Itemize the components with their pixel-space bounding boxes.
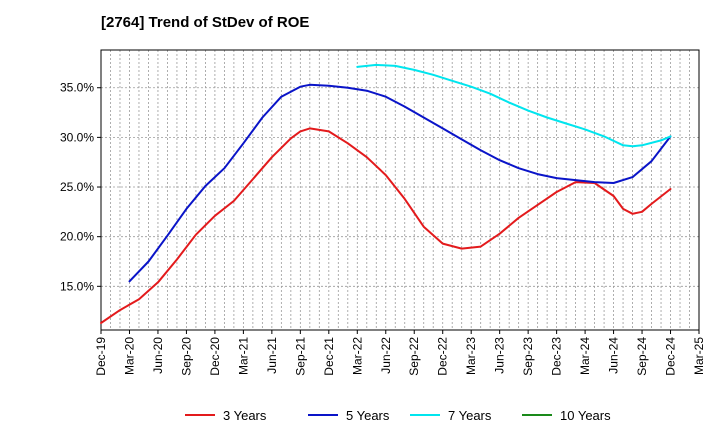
series-line-5-years: [128, 83, 672, 283]
legend-label-7-years: 7 Years: [448, 408, 492, 423]
x-tick-label: Mar-25: [692, 337, 706, 375]
x-tick-label: Jun-23: [493, 337, 507, 374]
y-tick-label: 15.0%: [60, 279, 94, 293]
chart-title: [2764] Trend of StDev of ROE: [101, 14, 310, 31]
x-tick-label: Jun-21: [265, 337, 279, 374]
x-tick-label: Mar-23: [464, 337, 478, 375]
x-tick-label: Sep-24: [635, 337, 649, 376]
y-tick-label: 25.0%: [60, 180, 94, 194]
x-tick-label: Mar-22: [350, 337, 364, 375]
x-tick-label: Dec-21: [322, 337, 336, 376]
x-tick-label: Jun-24: [607, 337, 621, 374]
series-line-3-years: [100, 127, 672, 324]
x-tick-label: Dec-19: [94, 337, 108, 376]
y-axis: 15.0% 20.0% 25.0% 30.0% 35.0%: [60, 81, 101, 293]
x-tick-label: Sep-23: [521, 337, 535, 376]
x-tick-label: Jun-20: [151, 337, 165, 374]
y-tick-label: 20.0%: [60, 230, 94, 244]
x-tick-label: Jun-22: [379, 337, 393, 374]
y-tick-label: 35.0%: [60, 81, 94, 95]
x-tick-label: Sep-20: [179, 337, 193, 376]
x-tick-label: Sep-21: [293, 337, 307, 376]
x-tick-label: Mar-21: [236, 337, 250, 375]
y-tick-label: 30.0%: [60, 130, 94, 144]
legend-label-5-years: 5 Years: [346, 408, 390, 423]
x-tick-label: Dec-23: [550, 337, 564, 376]
plot-area: [100, 49, 700, 331]
x-tick-label: Mar-24: [578, 337, 592, 375]
x-tick-label: Sep-22: [407, 337, 421, 376]
legend: 3 Years 5 Years 7 Years 10 Years: [185, 408, 611, 423]
x-tick-label: Mar-20: [122, 337, 136, 375]
x-axis: Dec-19 Mar-20 Jun-20 Sep-20 Dec-20 Mar-21 Jun-…: [94, 330, 706, 376]
x-tick-label: Dec-22: [436, 337, 450, 376]
legend-label-3-years: 3 Years: [223, 408, 267, 423]
x-tick-label: Dec-20: [208, 337, 222, 376]
series-layer: [100, 63, 672, 324]
legend-label-10-years: 10 Years: [560, 408, 611, 423]
x-tick-label: Dec-24: [664, 337, 678, 376]
series-line-7-years: [356, 63, 672, 148]
grid: [101, 50, 699, 330]
